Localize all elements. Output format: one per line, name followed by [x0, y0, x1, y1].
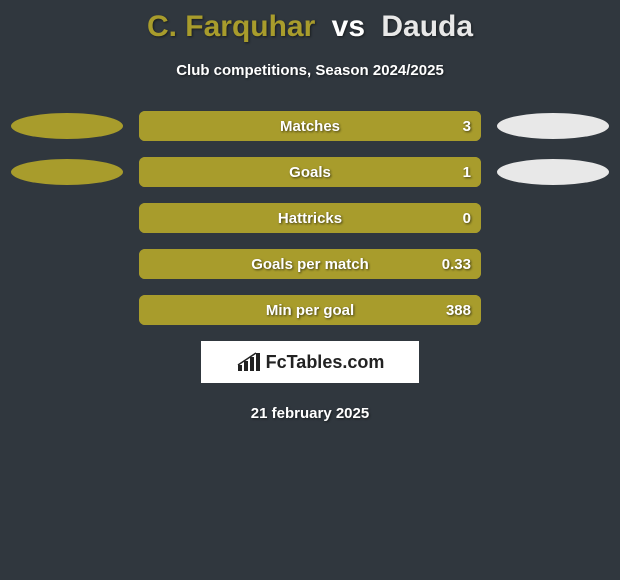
player2-name: Dauda: [381, 10, 473, 43]
stat-value-right: 1: [463, 164, 471, 181]
subtitle: Club competitions, Season 2024/2025: [0, 62, 620, 79]
stat-bar: Goals per match 0.33: [139, 249, 481, 279]
brand-badge: FcTables.com: [201, 341, 419, 383]
brand-chart-icon: [236, 351, 262, 373]
date-text: 21 february 2025: [0, 405, 620, 422]
stat-rows: Matches 3 Goals 1 Hattricks 0 Goals per match 0…: [139, 111, 481, 325]
stat-row: Matches 3: [139, 111, 481, 141]
stat-row: Goals 1: [139, 157, 481, 187]
stat-bar: Min per goal 388: [139, 295, 481, 325]
stat-bar: Goals 1: [139, 157, 481, 187]
stat-row: Min per goal 388: [139, 295, 481, 325]
vs-text: vs: [332, 10, 365, 43]
stat-row: Goals per match 0.33: [139, 249, 481, 279]
stat-value-right: 0.33: [442, 256, 471, 273]
player2-ellipse: [497, 159, 609, 185]
stat-value-right: 3: [463, 118, 471, 135]
stat-label: Hattricks: [278, 210, 342, 227]
player2-ellipse: [497, 113, 609, 139]
stat-bar: Hattricks 0: [139, 203, 481, 233]
player1-ellipse: [11, 159, 123, 185]
stat-bar: Matches 3: [139, 111, 481, 141]
stat-row: Hattricks 0: [139, 203, 481, 233]
stat-value-right: 0: [463, 210, 471, 227]
stat-label: Goals per match: [251, 256, 369, 273]
player1-ellipse: [11, 113, 123, 139]
stat-label: Goals: [289, 164, 331, 181]
stat-label: Min per goal: [266, 302, 354, 319]
brand-text: FcTables.com: [266, 352, 385, 373]
comparison-title: C. Farquhar vs Dauda: [0, 0, 620, 44]
player1-name: C. Farquhar: [147, 10, 315, 43]
stat-value-right: 388: [446, 302, 471, 319]
stat-label: Matches: [280, 118, 340, 135]
